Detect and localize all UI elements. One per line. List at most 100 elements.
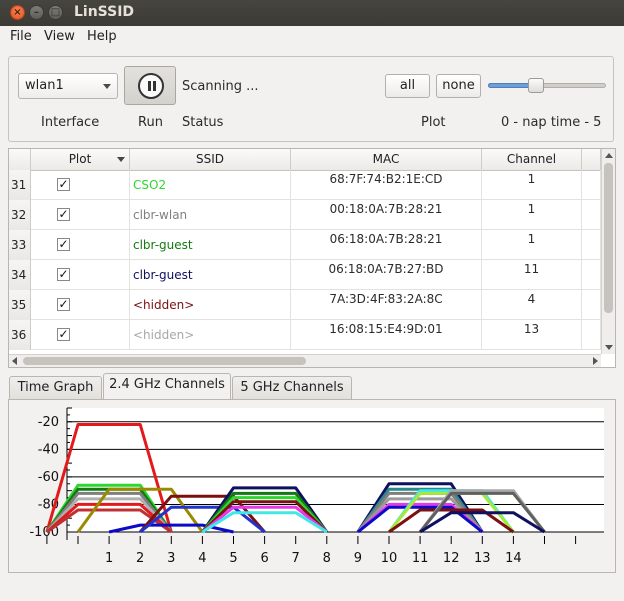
header-plot[interactable]: Plot xyxy=(31,149,130,170)
header-extra xyxy=(582,149,601,170)
plot-cell: ✓ xyxy=(31,290,130,320)
table-row[interactable]: 35 ✓ <hidden> 7A:3D:4F:83:2A:8C 4 xyxy=(9,290,601,320)
table-row[interactable]: 33 ✓ clbr-guest 06:18:0A:7B:28:21 1 xyxy=(9,230,601,260)
menu-bar: File View Help xyxy=(0,26,624,47)
x-tick-label: 5 xyxy=(229,551,237,566)
status-label: Status xyxy=(182,115,224,130)
channel-cell: 1 xyxy=(482,230,582,260)
header-channel[interactable]: Channel xyxy=(482,149,582,170)
mac-cell: 68:7F:74:B2:1E:CD xyxy=(291,170,482,200)
y-tick-label: -40 xyxy=(38,442,59,457)
run-pause-button[interactable] xyxy=(124,66,176,105)
extra-cell xyxy=(582,170,601,200)
channel-series-line xyxy=(419,511,546,534)
x-tick-label: 10 xyxy=(381,551,398,566)
table-row[interactable]: 31 ✓ CSO2 68:7F:74:B2:1E:CD 1 xyxy=(9,170,601,200)
nap-time-label: 0 - nap time - 5 xyxy=(501,115,602,130)
x-tick-label: 3 xyxy=(167,551,175,566)
scroll-down-icon[interactable] xyxy=(605,345,613,350)
channel-series-line xyxy=(356,497,484,534)
menu-view[interactable]: View xyxy=(44,29,75,44)
table-header: Plot SSID MAC Channel xyxy=(9,149,615,171)
plot-all-button[interactable]: all xyxy=(385,74,430,98)
channel-series-line xyxy=(356,482,484,533)
row-number: 33 xyxy=(9,230,31,260)
plot-checkbox[interactable]: ✓ xyxy=(57,297,70,311)
x-tick-label: 11 xyxy=(412,551,429,566)
run-label: Run xyxy=(138,115,163,130)
ssid-cell: <hidden> xyxy=(130,290,291,320)
header-ssid[interactable]: SSID xyxy=(130,149,291,170)
plot-checkbox[interactable]: ✓ xyxy=(57,207,70,221)
table-row[interactable]: 36 ✓ <hidden> 16:08:15:E4:9D:01 13 xyxy=(9,320,601,350)
channel-cell: 11 xyxy=(482,260,582,290)
mac-cell: 06:18:0A:7B:28:21 xyxy=(291,230,482,260)
ssid-cell: CSO2 xyxy=(130,170,291,200)
mac-cell: 00:18:0A:7B:28:21 xyxy=(291,200,482,230)
vertical-scroll-thumb[interactable] xyxy=(604,163,613,313)
plot-checkbox[interactable]: ✓ xyxy=(57,267,70,281)
x-tick-label: 1 xyxy=(105,551,113,566)
tab-24ghz-channels[interactable]: 2.4 GHz Channels xyxy=(103,373,231,400)
y-tick-label: -60 xyxy=(38,470,59,485)
row-number: 36 xyxy=(9,320,31,350)
status-text: Scanning ... xyxy=(182,79,259,94)
channel-series-line xyxy=(108,523,234,534)
plot-checkbox[interactable]: ✓ xyxy=(57,327,70,341)
plot-checkbox[interactable]: ✓ xyxy=(57,177,70,191)
channel-series-line xyxy=(201,505,328,534)
x-tick-label: 7 xyxy=(292,551,300,566)
interface-value: wlan1 xyxy=(25,78,64,93)
plot-none-button[interactable]: none xyxy=(436,74,481,98)
channel-series-line xyxy=(76,487,204,533)
x-tick-label: 8 xyxy=(323,551,331,566)
extra-cell xyxy=(582,230,601,260)
channel-cell: 13 xyxy=(482,320,582,350)
header-plot-label: Plot xyxy=(68,152,92,166)
y-tick-label: -20 xyxy=(38,415,59,430)
ssid-cell: clbr-guest xyxy=(130,260,291,290)
chevron-down-icon xyxy=(103,84,111,89)
control-panel xyxy=(8,56,614,142)
scroll-left-icon[interactable] xyxy=(12,357,17,365)
channel-series-line xyxy=(201,500,328,534)
pause-icon xyxy=(138,73,164,99)
close-icon[interactable]: × xyxy=(10,5,25,20)
mac-cell: 06:18:0A:7B:27:BD xyxy=(291,260,482,290)
mac-cell: 16:08:15:E4:9D:01 xyxy=(291,320,482,350)
scroll-right-icon[interactable] xyxy=(593,357,598,365)
tab-5ghz-channels[interactable]: 5 GHz Channels xyxy=(232,376,352,400)
channel-series-line xyxy=(139,505,266,534)
header-mac[interactable]: MAC xyxy=(291,149,482,170)
extra-cell xyxy=(582,260,601,290)
menu-help[interactable]: Help xyxy=(87,29,117,44)
maximize-icon[interactable]: □ xyxy=(48,5,63,20)
channel-cell: 4 xyxy=(482,290,582,320)
menu-file[interactable]: File xyxy=(10,29,32,44)
horizontal-scroll-thumb[interactable] xyxy=(23,357,306,365)
channel-series-line xyxy=(201,511,328,534)
channel-cell: 1 xyxy=(482,200,582,230)
nap-time-slider-handle[interactable] xyxy=(528,78,544,93)
minimize-icon[interactable]: – xyxy=(29,5,44,20)
table-row[interactable]: 34 ✓ clbr-guest 06:18:0A:7B:27:BD 11 xyxy=(9,260,601,290)
plot-checkbox[interactable]: ✓ xyxy=(57,237,70,251)
ssid-cell: <hidden> xyxy=(130,320,291,350)
plot-label: Plot xyxy=(421,115,446,130)
x-tick-label: 14 xyxy=(505,551,522,566)
tab-time-graph[interactable]: Time Graph xyxy=(9,376,102,400)
plot-cell: ✓ xyxy=(31,260,130,290)
channel-cell: 1 xyxy=(482,170,582,200)
row-number: 32 xyxy=(9,200,31,230)
scroll-up-icon[interactable] xyxy=(605,153,613,158)
horizontal-scrollbar[interactable] xyxy=(9,354,601,367)
interface-select[interactable]: wlan1 xyxy=(18,73,118,99)
channel-series-line xyxy=(201,486,329,533)
table-row[interactable]: 32 ✓ clbr-wlan 00:18:0A:7B:28:21 1 xyxy=(9,200,601,230)
x-tick-label: 6 xyxy=(260,551,268,566)
plot-cell: ✓ xyxy=(31,230,130,260)
channel-series-line xyxy=(418,491,546,533)
vertical-scrollbar[interactable] xyxy=(601,149,615,354)
header-rownum xyxy=(9,149,31,170)
